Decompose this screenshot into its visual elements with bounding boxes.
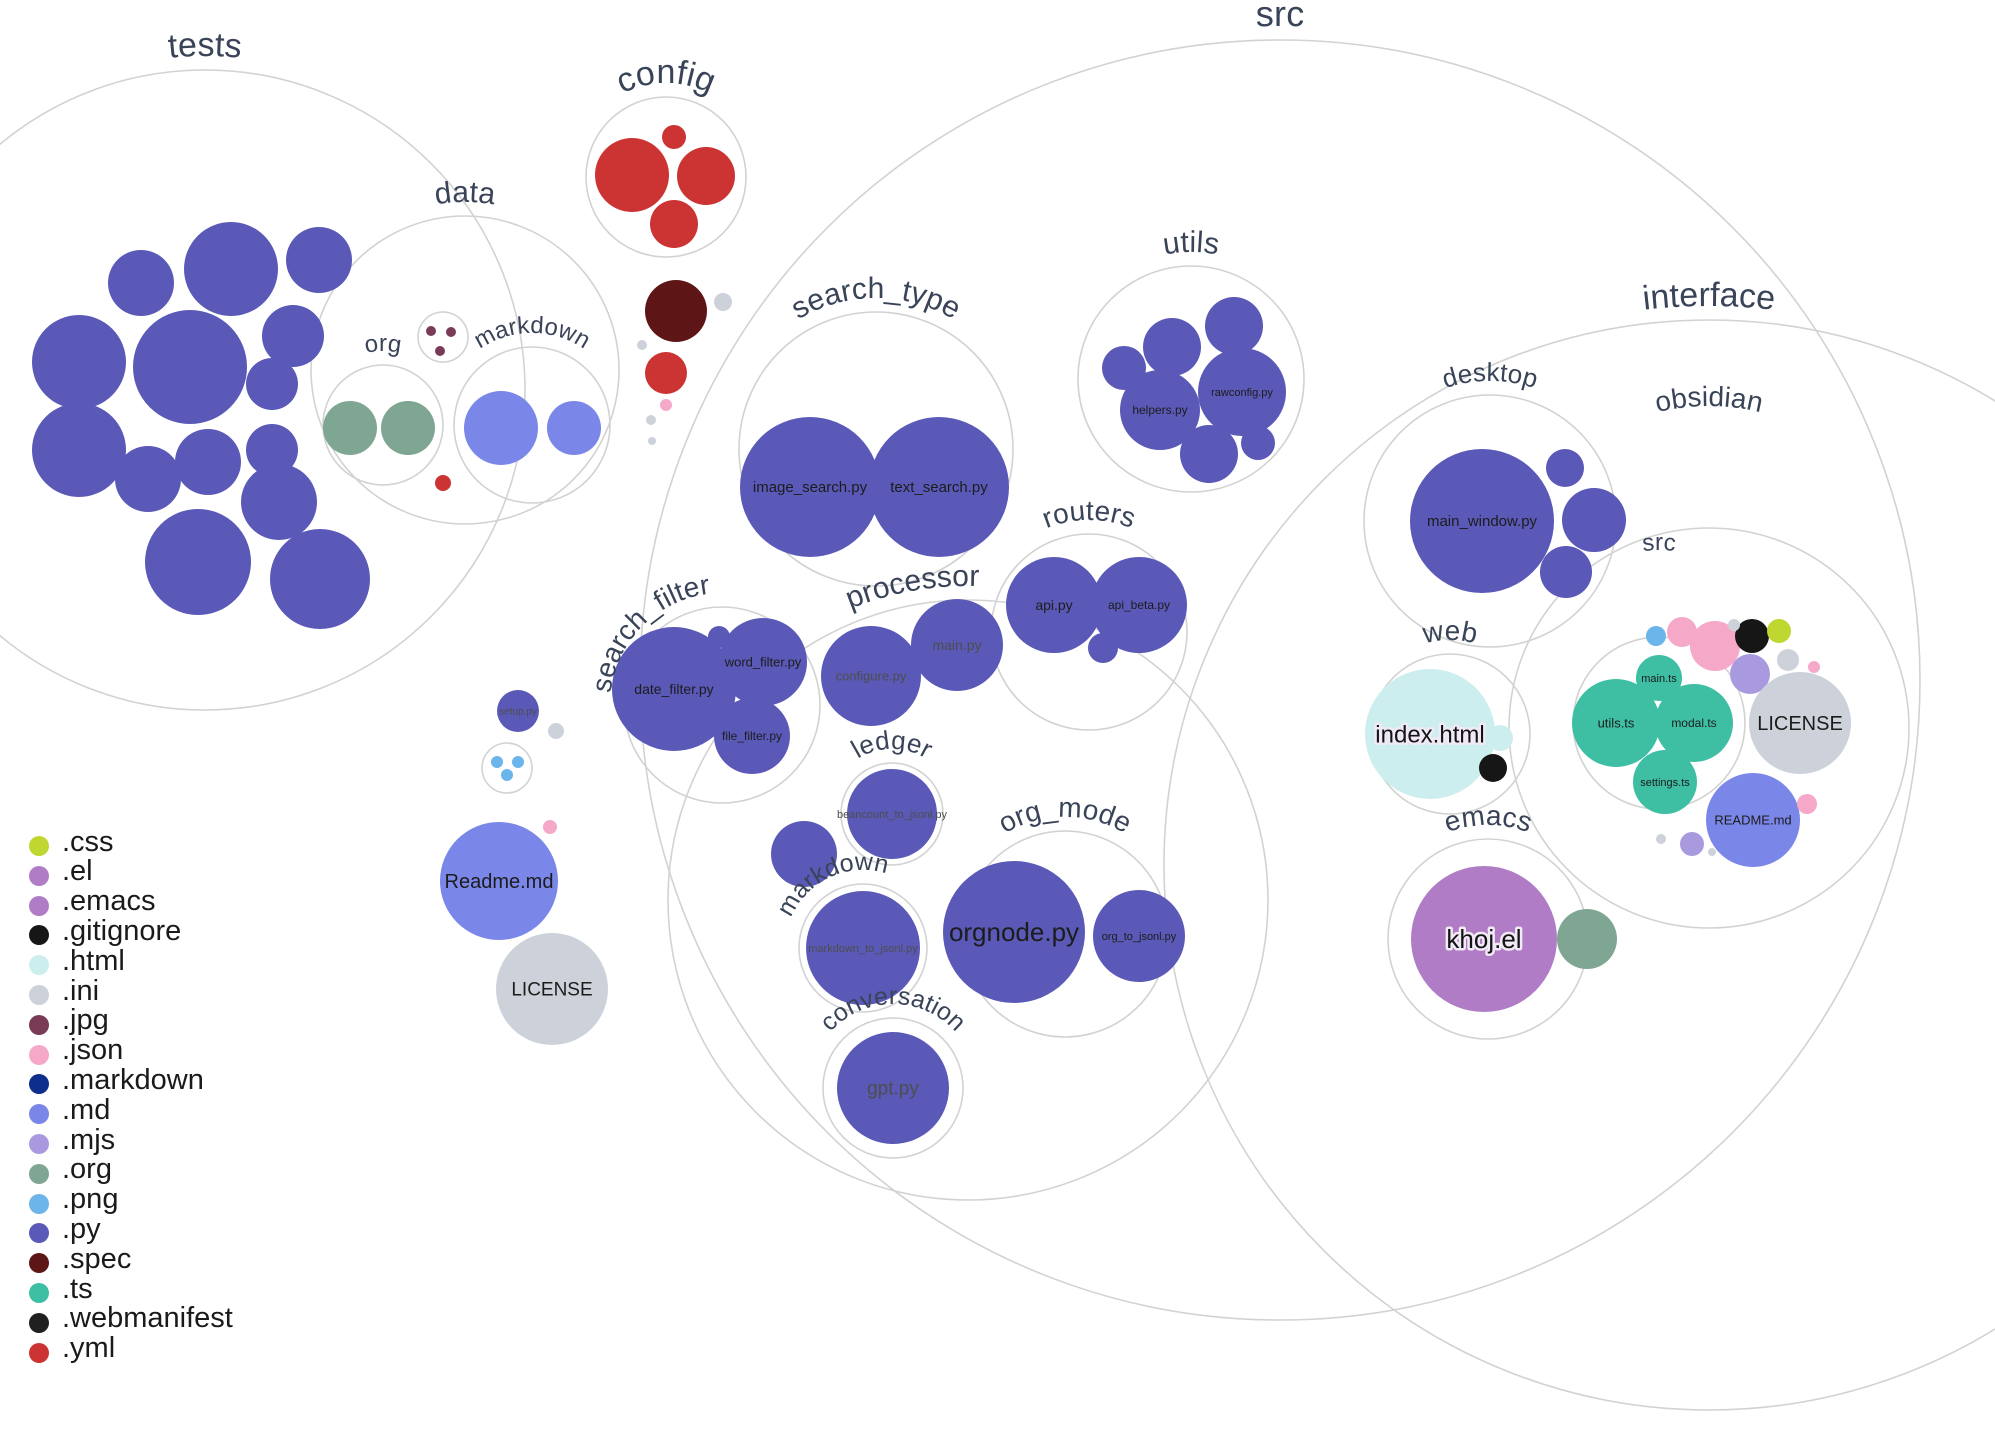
svg-text:date_filter.py: date_filter.py [634, 681, 713, 697]
svg-text:markdown_to_jsonl.py: markdown_to_jsonl.py [808, 943, 918, 955]
svg-text:desktop: desktop [1439, 357, 1542, 394]
svg-text:main_window.py: main_window.py [1427, 513, 1538, 530]
svg-text:tests: tests [166, 26, 243, 66]
svg-text:word_filter.py: word_filter.py [724, 655, 802, 670]
svg-text:org_to_jsonl.py: org_to_jsonl.py [1102, 931, 1177, 943]
svg-text:settings.ts: settings.ts [1640, 777, 1690, 789]
svg-text:Readme.md: Readme.md [445, 871, 554, 893]
svg-text:modal.ts: modal.ts [1671, 716, 1716, 730]
svg-text:LICENSE: LICENSE [511, 980, 592, 1001]
svg-text:configure.py: configure.py [836, 669, 907, 684]
svg-text:emacs: emacs [1440, 800, 1536, 838]
svg-text:LICENSE: LICENSE [1757, 713, 1843, 735]
svg-text:utils: utils [1161, 226, 1222, 262]
svg-text:beancount_to_jsonl.py: beancount_to_jsonl.py [837, 809, 948, 821]
svg-text:khoj.el: khoj.el [1446, 924, 1521, 954]
svg-text:search_type: search_type [786, 272, 966, 326]
svg-text:interface: interface [1641, 276, 1778, 318]
svg-text:text_search.py: text_search.py [890, 479, 988, 496]
svg-text:org: org [363, 330, 404, 359]
svg-text:markdown: markdown [469, 312, 595, 354]
svg-text:main.py: main.py [932, 637, 981, 653]
svg-text:README.md: README.md [1714, 813, 1791, 828]
svg-text:routers: routers [1038, 495, 1140, 534]
svg-text:src: src [1641, 529, 1677, 557]
svg-text:file_filter.py: file_filter.py [722, 729, 782, 743]
svg-text:web: web [1419, 615, 1480, 649]
svg-text:api.py: api.py [1035, 597, 1072, 613]
svg-text:setup.py: setup.py [499, 707, 537, 718]
svg-text:gpt.py: gpt.py [867, 1079, 919, 1100]
svg-text:utils.ts: utils.ts [1598, 716, 1635, 731]
svg-text:main.ts: main.ts [1641, 673, 1677, 685]
svg-text:src: src [1255, 0, 1305, 34]
svg-text:config: config [611, 53, 721, 101]
svg-text:data: data [433, 176, 498, 211]
svg-text:ledger: ledger [846, 725, 938, 764]
svg-text:orgnode.py: orgnode.py [949, 917, 1079, 947]
svg-text:rawconfig.py: rawconfig.py [1211, 387, 1273, 399]
svg-text:index.html: index.html [1375, 721, 1484, 748]
svg-text:api_beta.py: api_beta.py [1108, 598, 1170, 612]
svg-text:image_search.py: image_search.py [753, 479, 868, 496]
svg-text:obsidian: obsidian [1652, 381, 1766, 418]
svg-text:helpers.py: helpers.py [1132, 403, 1187, 417]
